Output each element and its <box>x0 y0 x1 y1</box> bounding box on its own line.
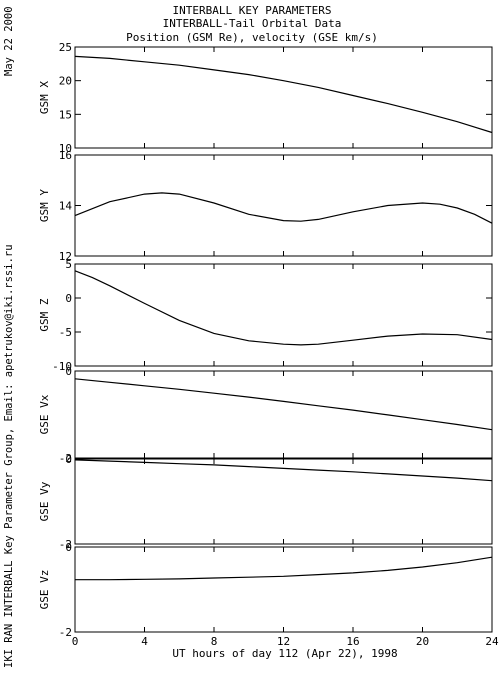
y-tick-label: 15 <box>59 108 72 121</box>
y-tick-label: -2 <box>59 452 72 465</box>
y-axis-title: GSM Z <box>38 298 51 331</box>
y-tick-label: -5 <box>59 326 72 339</box>
title-line-1: INTERBALL KEY PARAMETERS <box>173 4 332 17</box>
y-axis-title: GSE Vy <box>38 481 51 521</box>
series-line <box>75 556 493 581</box>
y-tick-label: 10 <box>59 142 72 155</box>
x-tick-label: 20 <box>416 635 429 648</box>
side-credit-label: IKI RAN INTERBALL Key Parameter Group, E… <box>3 244 15 668</box>
panel-frame <box>74 458 493 545</box>
panel-1: 16 14 12 GSM Y <box>38 149 493 263</box>
y-axis-title: GSE Vz <box>38 570 51 610</box>
series-line <box>74 270 493 346</box>
panel-frame <box>74 263 493 367</box>
y-tick-label: 14 <box>59 200 73 213</box>
y-axis-title: GSM Y <box>38 189 51 222</box>
panel-frame <box>74 370 493 459</box>
series-line <box>74 55 493 134</box>
panel-frame <box>74 154 493 257</box>
x-axis-title: UT hours of day 112 (Apr 22), 1998 <box>172 647 397 660</box>
y-tick-label: 12 <box>59 250 72 263</box>
x-tick-label: 24 <box>485 635 499 648</box>
series-line <box>74 378 493 431</box>
y-tick-label: 16 <box>59 149 72 162</box>
y-tick-label: -10 <box>52 360 72 373</box>
x-tick-label: 12 <box>277 635 290 648</box>
y-tick-label: 0 <box>65 365 72 378</box>
panel-0: 25 20 15 10 GSM X <box>38 41 493 155</box>
y-tick-label: 0 <box>65 453 72 466</box>
title-line-3: Position (GSM Re), velocity (GSE km/s) <box>126 31 378 44</box>
x-tick-label: 0 <box>72 635 79 648</box>
series-line <box>74 192 493 224</box>
y-tick-label: 20 <box>59 75 72 88</box>
y-tick-label: -2 <box>59 626 72 639</box>
y-axis-title: GSM X <box>38 81 51 114</box>
y-tick-label: 5 <box>65 258 72 271</box>
side-date-label: May 22 2000 <box>3 6 15 76</box>
y-tick-label: -2 <box>59 538 72 551</box>
x-tick-label: 4 <box>141 635 148 648</box>
panel-2: 5 0 -5 -10 GSM Z <box>38 258 493 373</box>
panel-frame <box>74 46 493 149</box>
x-tick-label: 8 <box>211 635 218 648</box>
panel-frame <box>74 546 493 633</box>
y-axis-title: GSE Vx <box>38 394 51 434</box>
title-line-2: INTERBALL-Tail Orbital Data <box>163 17 342 30</box>
y-tick-label: 0 <box>65 541 72 554</box>
series-line <box>74 459 493 482</box>
y-tick-label: 0 <box>65 292 72 305</box>
x-tick-label: 16 <box>346 635 359 648</box>
y-tick-label: 25 <box>59 41 72 54</box>
